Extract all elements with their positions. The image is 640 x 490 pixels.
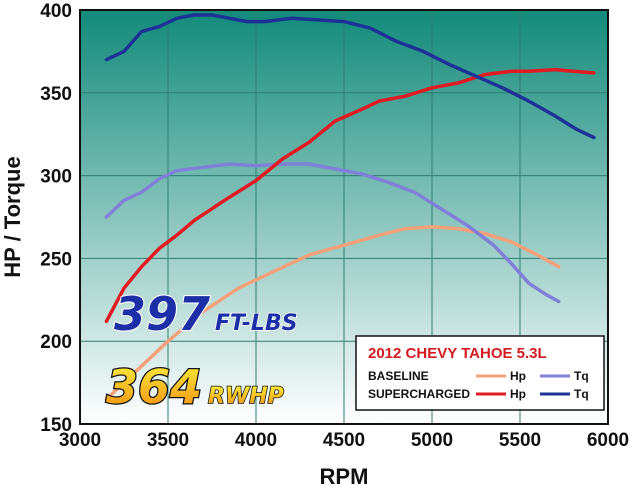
legend-title: 2012 CHEVY TAHOE 5.3L [368,345,547,362]
x-tick-label: 4500 [323,430,365,451]
legend-item-label: Tq [574,387,589,401]
torque-value: 397 [114,287,210,341]
torque-unit: FT-LBS [215,311,298,336]
legend-rows: BASELINE Hp Tq SUPERCHARGED Hp Tq [368,369,589,401]
x-axis-label: RPM [320,464,369,489]
series-line-baseline-hp [104,225,561,401]
y-tick-label: 200 [40,332,72,353]
x-tick-label: 5500 [499,430,541,451]
legend: 2012 CHEVY TAHOE 5.3L BASELINE Hp Tq SUPERC… [355,335,605,411]
series-line-supercharged-hp [104,67,596,324]
series-line-baseline-tq [104,162,561,304]
legend-item-label: Hp [510,369,526,383]
y-axis-label: HP / Torque [0,156,25,277]
hp-value: 364 [106,360,202,414]
torque-callout: 397 FT-LBS [113,286,298,342]
plot-frame [79,9,609,425]
hp-callout: 364 RWHP [105,359,285,416]
y-tick-label: 250 [40,249,72,270]
y-tick-label: 150 [40,415,72,436]
y-tick-labels: 150 200 250 300 350 400 [40,1,72,436]
x-tick-label: 5000 [411,430,453,451]
series-lines [104,13,596,401]
y-tick-label: 300 [40,167,72,188]
x-tick-label: 4000 [235,430,277,451]
legend-row-label: BASELINE [368,369,429,383]
hp-unit: RWHP [208,384,284,409]
x-tick-label: 3000 [59,430,101,451]
legend-item-label: Hp [510,387,526,401]
legend-box [355,335,605,411]
x-tick-labels: 3000 3500 4000 4500 5000 5500 6000 [59,430,629,451]
y-tick-label: 400 [40,1,72,22]
y-tick-label: 350 [40,84,72,105]
legend-item-label: Tq [574,369,589,383]
series-line-supercharged-tq [104,13,596,140]
x-tick-label: 3500 [147,430,189,451]
x-tick-label: 6000 [587,430,629,451]
legend-row-label: SUPERCHARGED [368,387,470,401]
